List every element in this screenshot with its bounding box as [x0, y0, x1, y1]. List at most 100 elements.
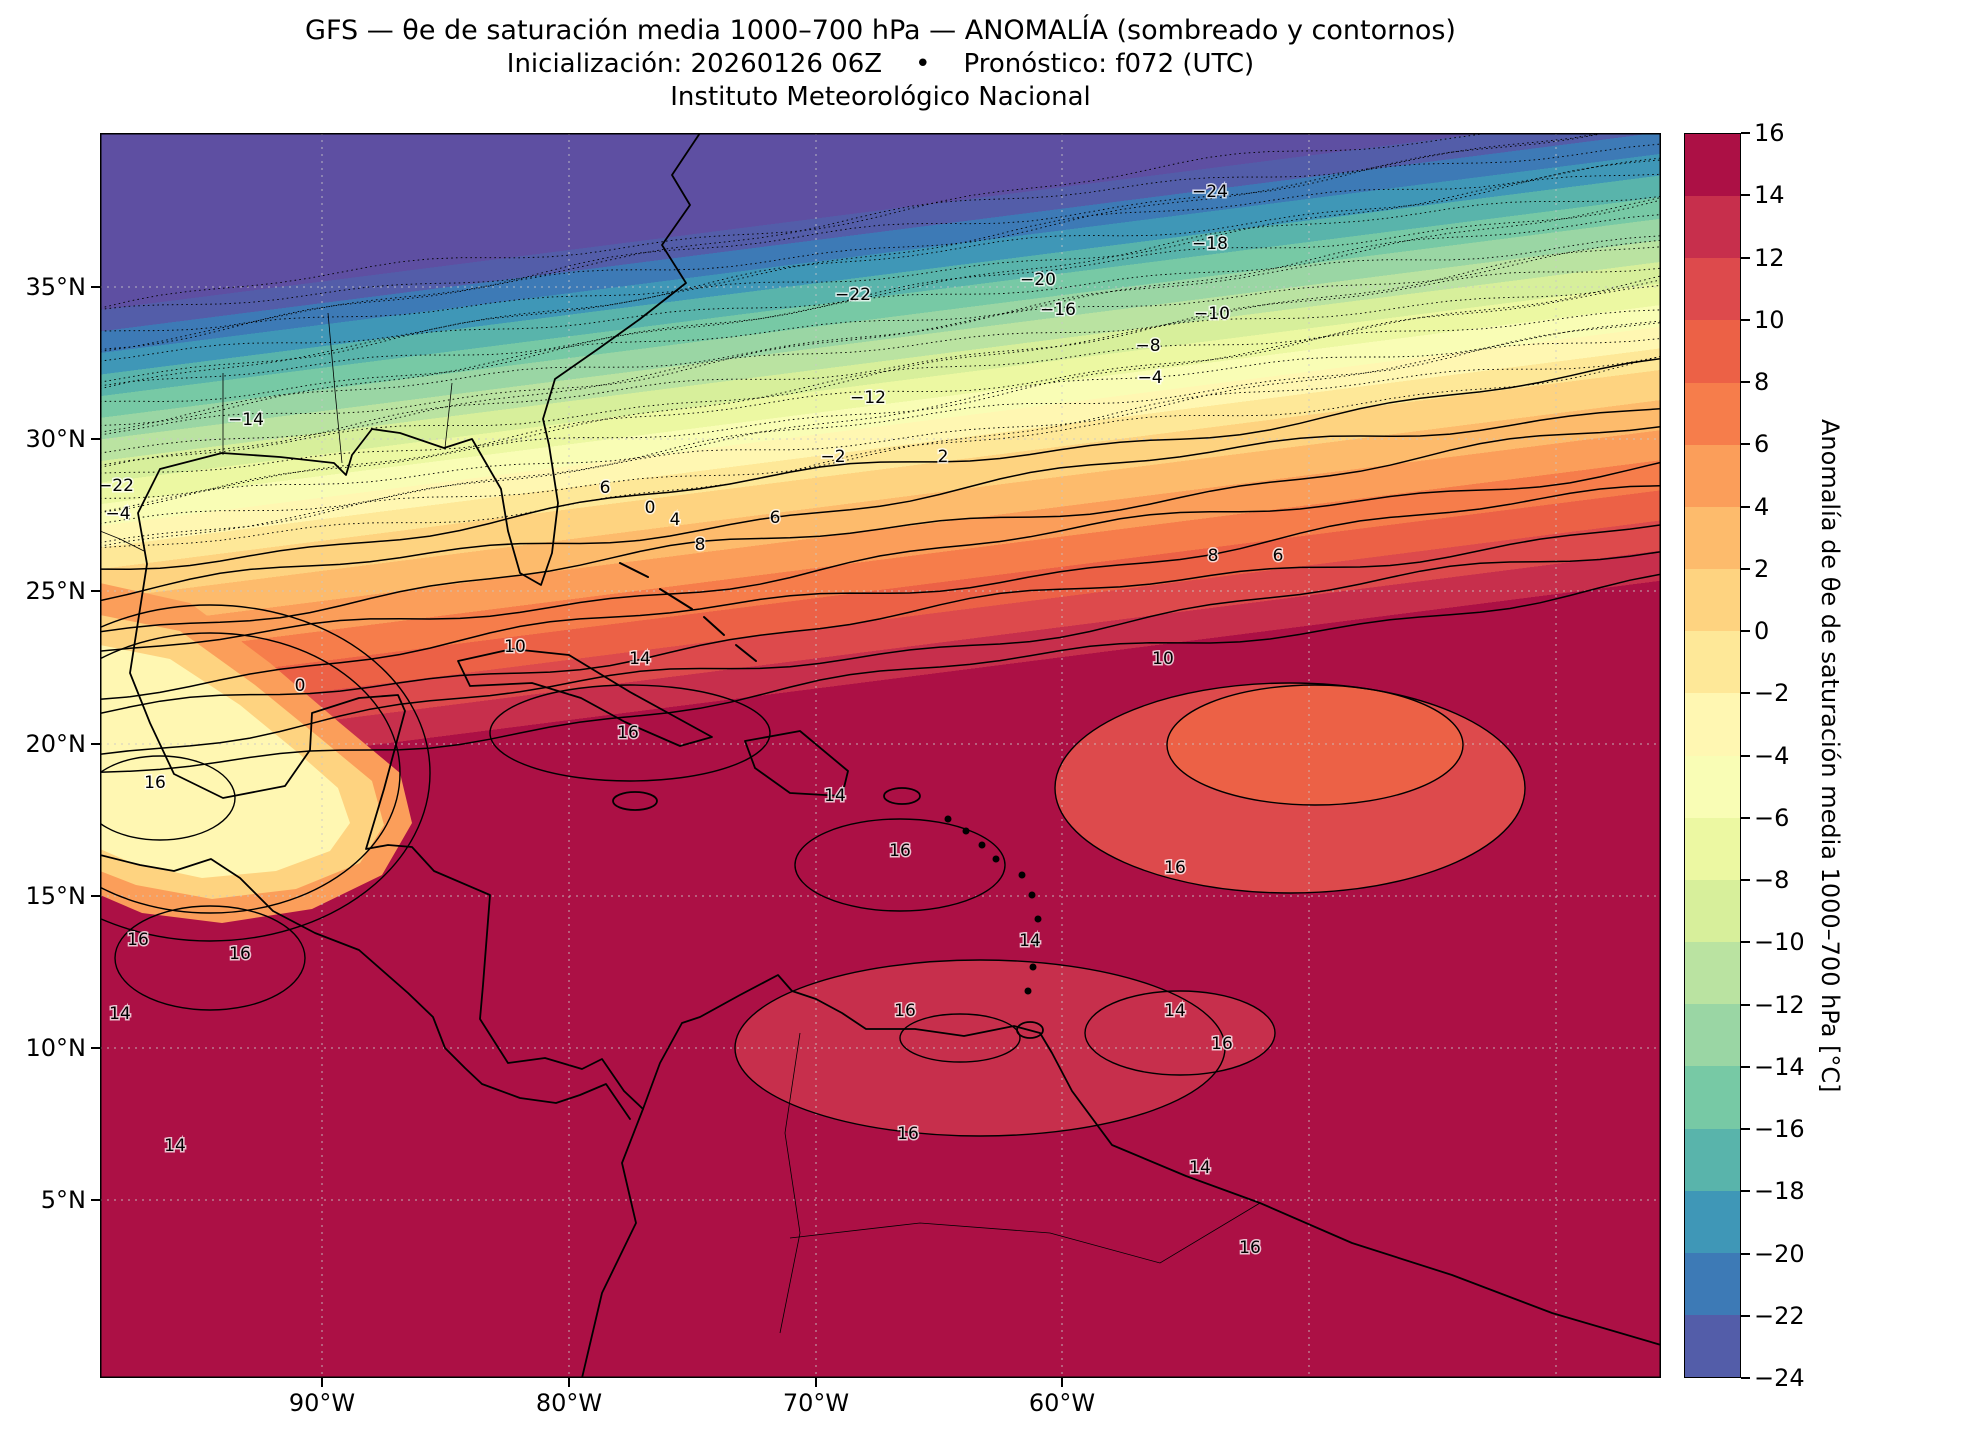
colorbar-tick-label: 16 — [1754, 119, 1785, 147]
colorbar-swatch — [1685, 693, 1740, 756]
colorbar-tick-mark — [1741, 381, 1750, 383]
colorbar-tick-label: −4 — [1754, 741, 1790, 770]
contour-label: 10 — [1152, 649, 1174, 669]
colorbar-tick-label: −24 — [1754, 1364, 1805, 1392]
contour-label: 6 — [600, 478, 611, 498]
colorbar-tick-label: 4 — [1754, 492, 1770, 521]
contour-label: −10 — [1194, 304, 1230, 324]
contour-label: 8 — [1208, 546, 1219, 566]
colorbar-tick-mark — [1741, 941, 1750, 944]
y-tick-label: 25°N — [25, 577, 87, 605]
colorbar-tick-mark — [1741, 1252, 1750, 1255]
colorbar-tick-mark — [1741, 443, 1750, 446]
y-tick-label: 5°N — [40, 1186, 86, 1214]
contour-label: 8 — [695, 535, 706, 555]
colorbar-swatch — [1685, 134, 1740, 197]
colorbar-swatch — [1685, 942, 1740, 1005]
colorbar-swatch — [1685, 879, 1740, 943]
chart-institution: Instituto Meteorológico Nacional — [670, 82, 1091, 112]
x-tick-mark — [568, 1378, 570, 1387]
colorbar-tick-mark — [1741, 754, 1750, 757]
y-tick-mark — [91, 438, 100, 440]
colorbar-tick-label: −6 — [1754, 803, 1790, 832]
y-tick-label: 20°N — [25, 730, 87, 758]
colorbar-swatch — [1685, 444, 1740, 507]
contour-label: −22 — [835, 285, 871, 305]
colorbar — [1684, 133, 1741, 1378]
contour-label: 0 — [645, 498, 656, 518]
chart-title: GFS — θe de saturación media 1000–700 hP… — [305, 15, 1456, 46]
y-tick-mark — [91, 590, 100, 592]
colorbar-swatch — [1685, 382, 1740, 445]
colorbar-swatch — [1685, 817, 1740, 880]
colorbar-tick-mark — [1741, 318, 1750, 321]
colorbar-tick-label: −18 — [1754, 1177, 1805, 1206]
colorbar-tick-label: −8 — [1754, 866, 1790, 894]
y-tick-label: 30°N — [25, 425, 87, 453]
x-tick-mark — [321, 1378, 323, 1387]
colorbar-tick-label: −20 — [1754, 1239, 1805, 1268]
contour-label: −20 — [1020, 270, 1056, 290]
x-tick-mark — [815, 1378, 817, 1387]
x-tick-label: 80°W — [535, 1389, 603, 1417]
contour-label: 14 — [824, 786, 846, 806]
colorbar-tick-mark — [1741, 505, 1750, 508]
colorbar-tick-label: 2 — [1754, 554, 1770, 583]
y-tick-label: 10°N — [25, 1034, 87, 1062]
colorbar-tick-mark — [1741, 816, 1750, 819]
colorbar-swatch — [1685, 196, 1740, 259]
contour-label: −18 — [1192, 234, 1228, 254]
colorbar-tick-label: 8 — [1754, 368, 1770, 396]
colorbar-swatch — [1685, 1066, 1740, 1129]
colorbar-tick-mark — [1741, 879, 1750, 881]
contour-label: 6 — [1273, 546, 1284, 566]
colorbar-tick-label: −14 — [1754, 1052, 1805, 1081]
contour-label: 14 — [1189, 1158, 1211, 1178]
contour-label: 16 — [1211, 1034, 1233, 1054]
x-tick-label: 60°W — [1028, 1389, 1096, 1417]
y-tick-label: 15°N — [25, 882, 87, 910]
colorbar-tick-label: 6 — [1754, 430, 1770, 459]
colorbar-tick-mark — [1741, 1314, 1750, 1317]
colorbar-tick-label: 14 — [1754, 181, 1785, 210]
contour-label: 10 — [504, 637, 526, 657]
contour-label: −22 — [100, 476, 134, 496]
contour-label: 16 — [894, 1001, 916, 1021]
colorbar-tick-mark — [1741, 1065, 1750, 1068]
contour-label: 16 — [1164, 858, 1186, 878]
contour-lines — [100, 133, 1661, 1137]
colorbar-swatch — [1685, 1314, 1740, 1378]
x-tick-mark — [1061, 1378, 1063, 1387]
colorbar-tick-mark — [1741, 1190, 1750, 1193]
colorbar-tick-mark — [1741, 1377, 1750, 1379]
colorbar-swatch — [1685, 1128, 1740, 1191]
contour-label: −2 — [820, 447, 845, 467]
contour-label: 14 — [1164, 1001, 1186, 1021]
contour-label: 4 — [670, 510, 681, 530]
y-tick-label: 35°N — [25, 273, 87, 301]
contour-label: −4 — [1137, 368, 1162, 388]
x-tick-label: 90°W — [288, 1389, 356, 1417]
contour-label: −12 — [850, 388, 886, 408]
colorbar-swatch — [1685, 755, 1740, 818]
colorbar-tick-mark — [1741, 1003, 1750, 1006]
contour-label: 2 — [938, 447, 949, 467]
colorbar-tick-label: −16 — [1754, 1115, 1805, 1143]
contour-label: 14 — [1019, 931, 1041, 951]
contour-label: 6 — [770, 508, 781, 528]
colorbar-tick-label: 12 — [1754, 243, 1785, 272]
contour-label: −8 — [1135, 336, 1160, 356]
y-tick-mark — [91, 1047, 100, 1049]
contour-label: 16 — [617, 723, 639, 743]
colorbar-tick-mark — [1741, 692, 1750, 695]
colorbar-tick-label: −22 — [1754, 1301, 1805, 1330]
contour-label: 14 — [164, 1136, 186, 1156]
contour-label: −16 — [1040, 300, 1076, 320]
colorbar-tick-label: 10 — [1754, 305, 1785, 334]
y-tick-mark — [91, 1199, 100, 1201]
contour-label: 16 — [144, 773, 166, 793]
y-tick-mark — [91, 895, 100, 897]
colorbar-swatch — [1685, 1190, 1740, 1253]
